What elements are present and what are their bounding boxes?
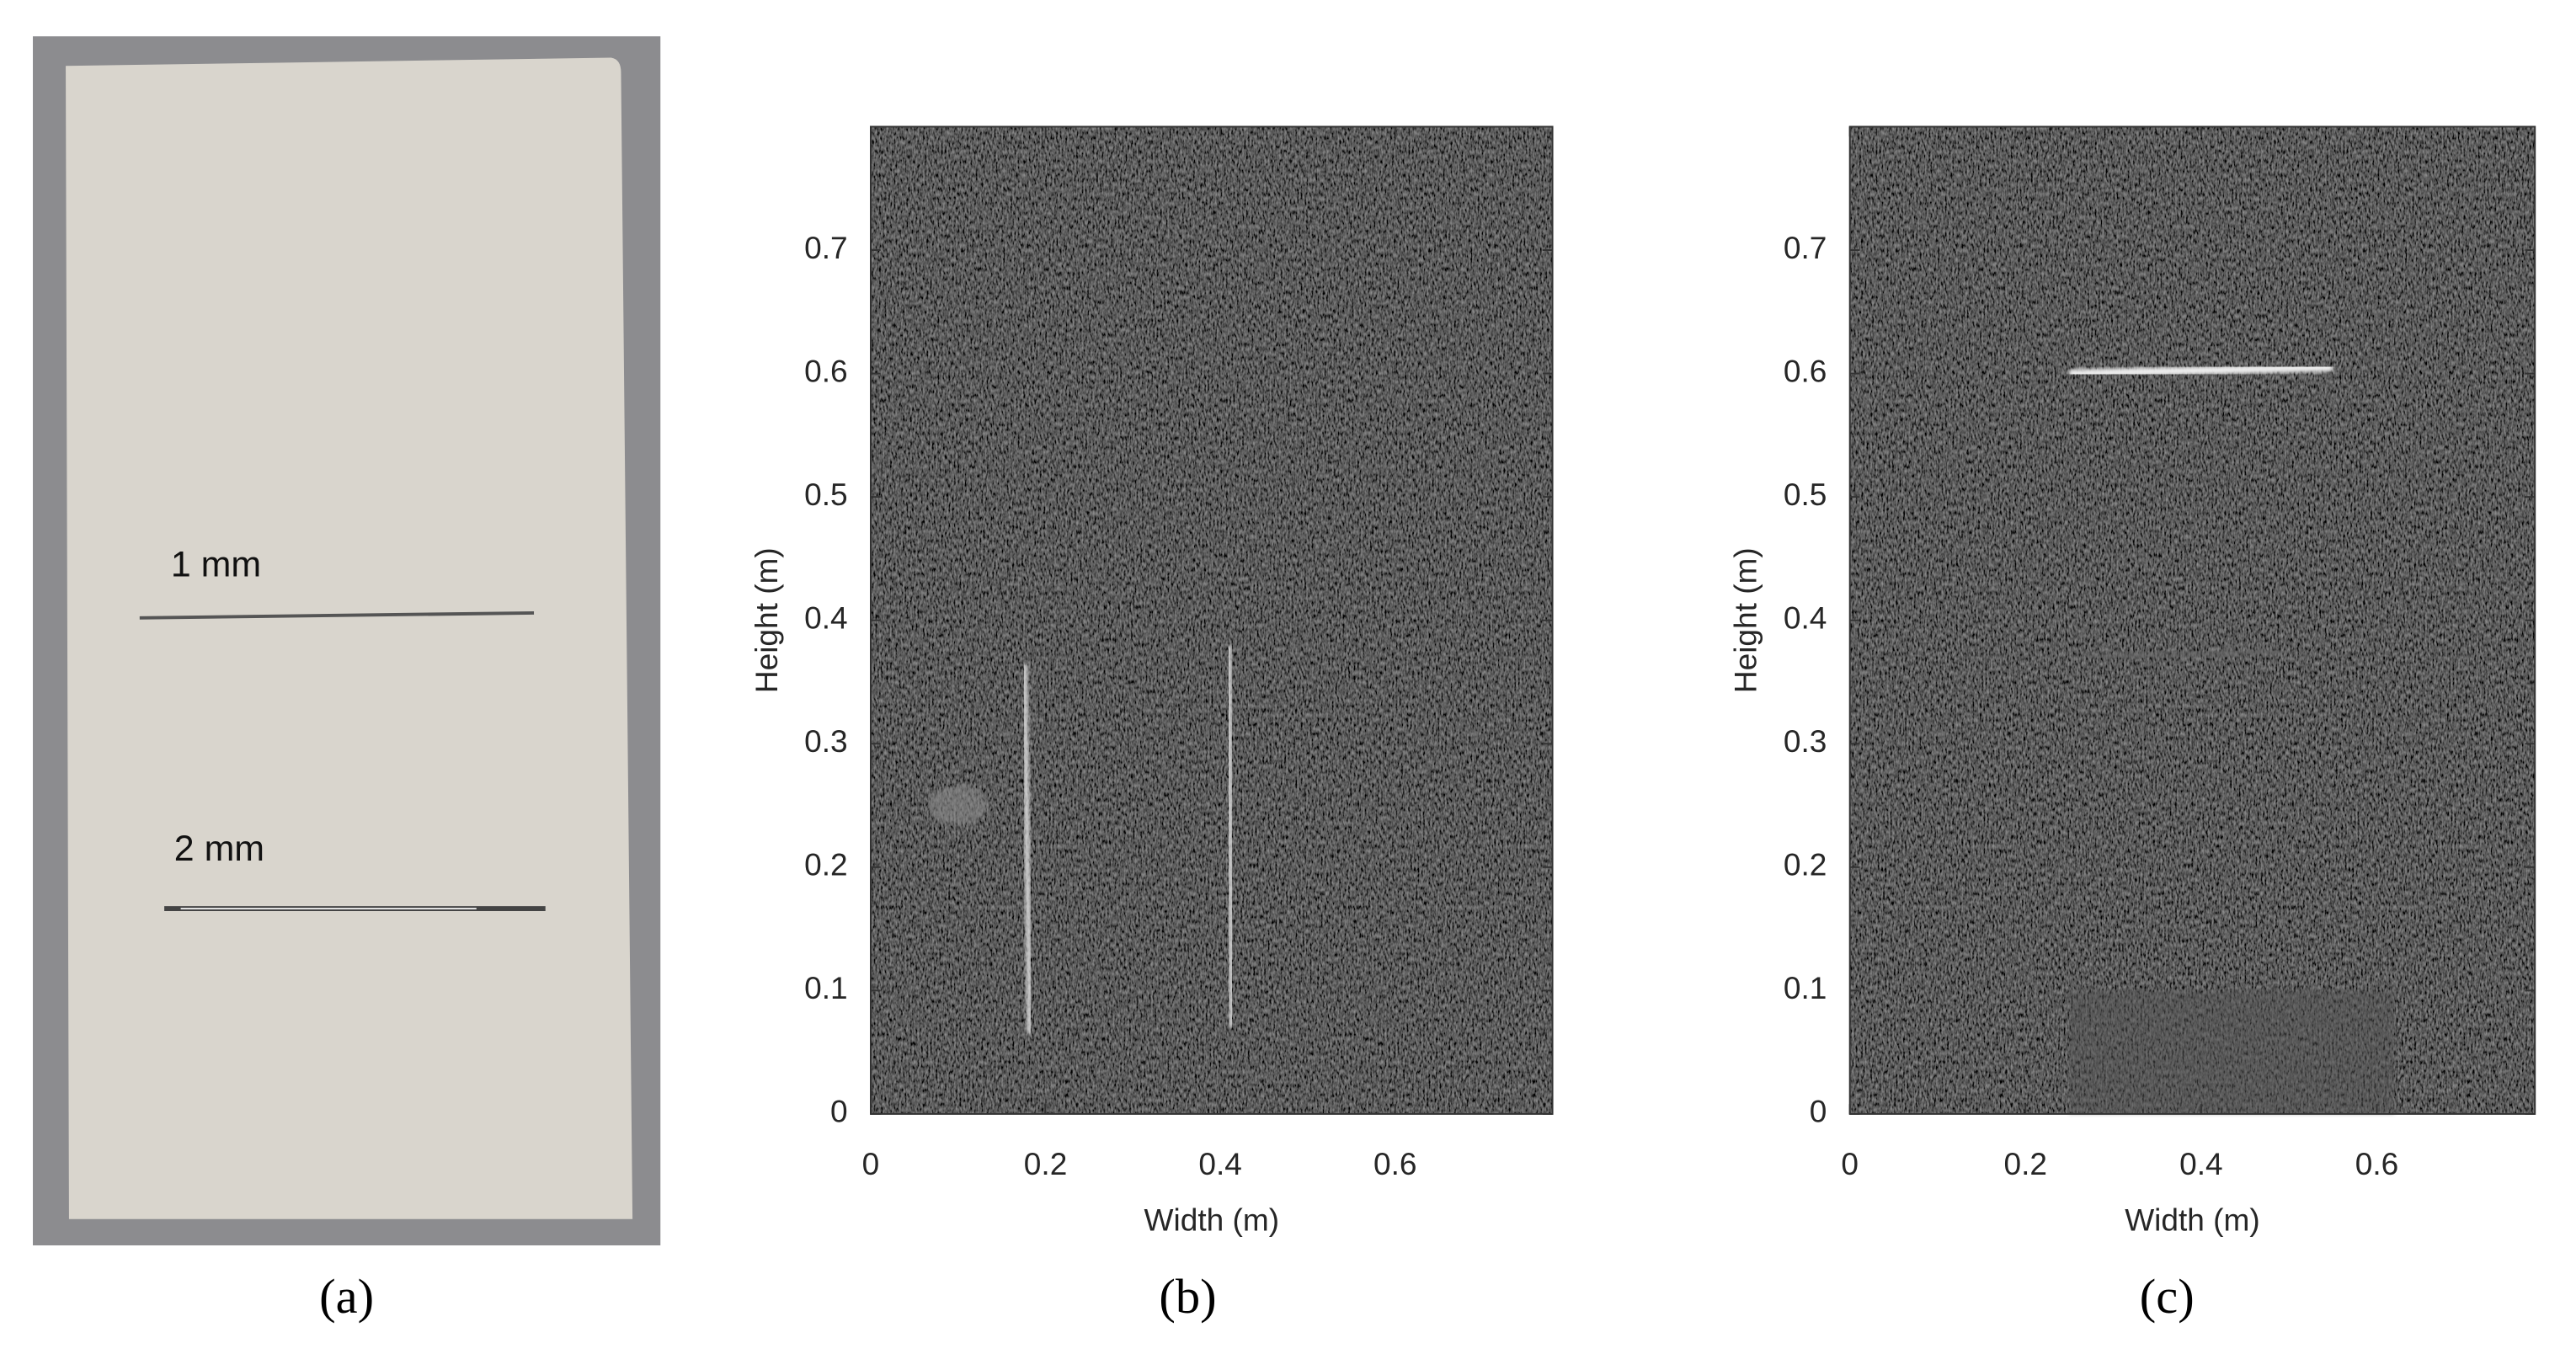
caption: (b) — [1159, 1269, 1216, 1324]
caption: (c) — [2140, 1269, 2195, 1324]
y-tick-label: 0.7 — [804, 230, 848, 265]
x-axis-label: Width (m) — [2125, 1202, 2260, 1237]
echo — [2069, 990, 2395, 1114]
y-axis-label: Height (m) — [1728, 547, 1763, 693]
x-tick-label: 0.2 — [2004, 1146, 2048, 1181]
y-tick-label: 0.3 — [1784, 723, 1827, 759]
x-tick-label: 0.4 — [2179, 1146, 2223, 1181]
x-tick-label: 0.6 — [1373, 1146, 1417, 1181]
plate — [66, 57, 633, 1219]
y-tick-label: 0.5 — [1784, 477, 1827, 512]
y-tick-label: 0.2 — [804, 847, 848, 882]
y-tick-label: 0.4 — [804, 600, 848, 635]
x-tick-label: 0.2 — [1024, 1146, 1068, 1181]
y-axis-label: Height (m) — [749, 547, 784, 693]
y-tick-label: 0.1 — [804, 970, 848, 1005]
crack-label: 1 mm — [171, 545, 261, 585]
y-tick-label: 0.1 — [1784, 970, 1827, 1005]
crack-label: 2 mm — [174, 829, 264, 869]
image-noise — [1849, 126, 2536, 1114]
image-noise — [870, 126, 1553, 1114]
crack — [139, 610, 535, 620]
y-tick-label: 0.2 — [1784, 847, 1827, 882]
y-tick-label: 0.4 — [1784, 600, 1827, 635]
x-tick-label: 0 — [862, 1146, 880, 1181]
caption: (a) — [319, 1269, 374, 1324]
echo — [1021, 663, 1032, 1034]
y-tick-label: 0 — [1810, 1094, 1827, 1129]
y-tick-label: 0.7 — [1784, 230, 1827, 265]
y-tick-label: 0 — [830, 1094, 848, 1129]
y-tick-label: 0.5 — [804, 477, 848, 512]
x-axis-label: Width (m) — [1144, 1202, 1280, 1237]
y-tick-label: 0.3 — [804, 723, 848, 759]
echo — [928, 786, 988, 825]
x-tick-label: 0 — [1841, 1146, 1859, 1181]
y-tick-label: 0.6 — [804, 353, 848, 388]
x-tick-label: 0.4 — [1198, 1146, 1242, 1181]
echo — [2069, 363, 2333, 378]
y-tick-label: 0.6 — [1784, 353, 1827, 388]
echo — [1226, 644, 1235, 1028]
x-tick-label: 0.6 — [2355, 1146, 2399, 1181]
echo — [2087, 649, 2290, 659]
